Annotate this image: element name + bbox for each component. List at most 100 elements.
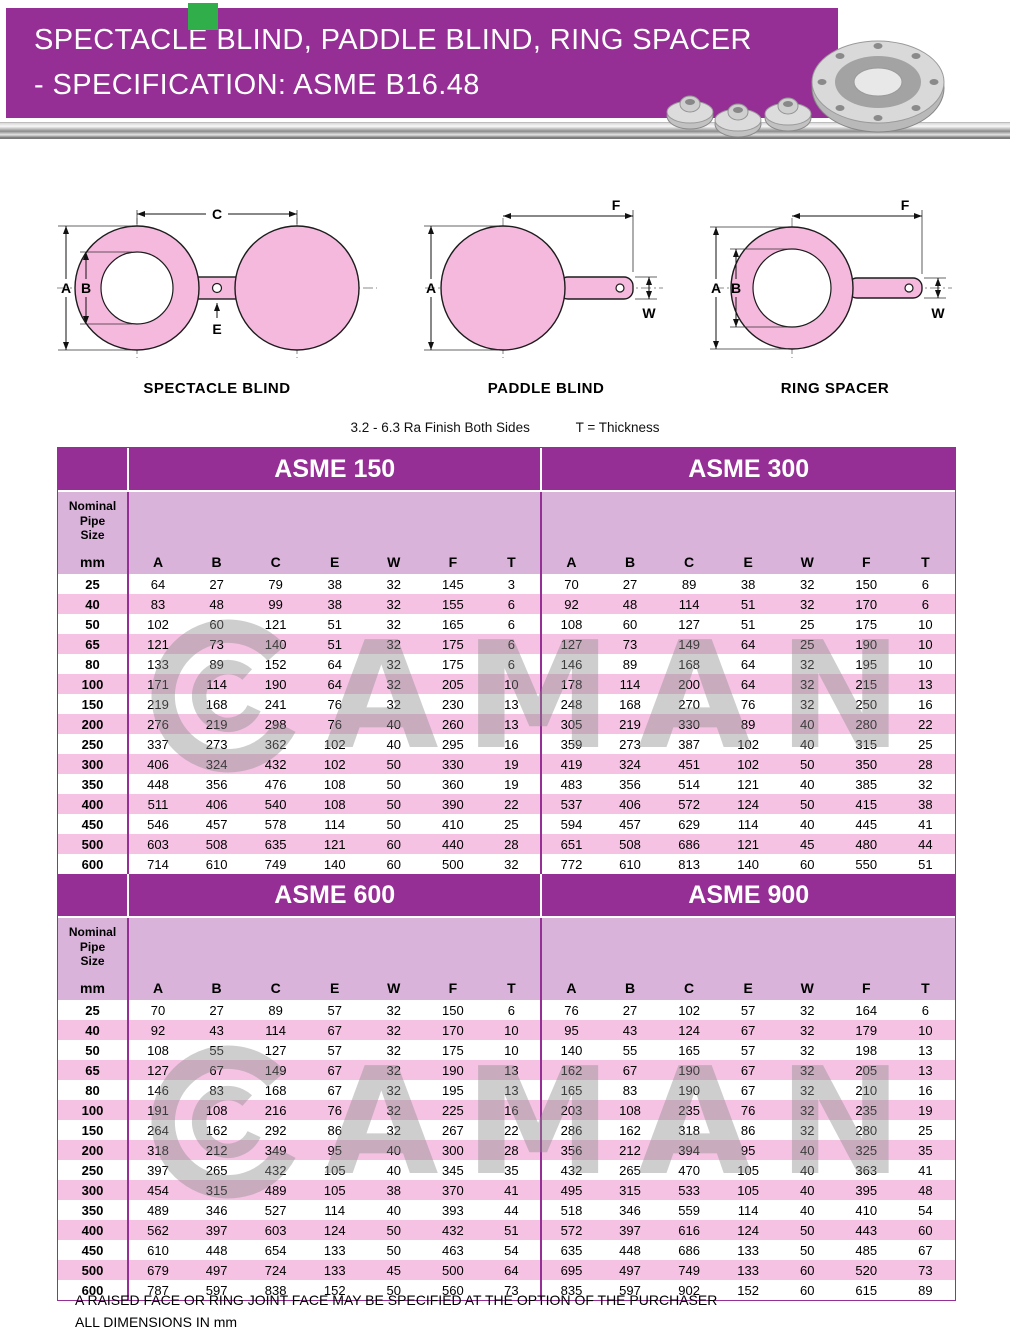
dim-value: 32 (799, 596, 815, 612)
small-flange (764, 97, 812, 132)
figures-row: C A B E SPECTACLE BLIND (42, 196, 970, 397)
table-row: 65 127 67 149 67 32 190 13 162 67 190 67 32 205 13 (58, 1060, 955, 1080)
header-spacer (540, 491, 955, 550)
dim-value: 92 (126, 1020, 188, 1040)
pipe-size-cell: 350 (58, 774, 129, 794)
table-row: 500 679 497 724 133 45 500 64 695 497 749 133 60 520 7… (58, 1260, 955, 1280)
dim-value: 57 (740, 1002, 756, 1018)
dim-value: 50 (386, 816, 402, 832)
figure-ring-spacer: F A B W RING SPACER (700, 196, 970, 397)
unit-header: mm (58, 976, 129, 1000)
spectacle-ring-bore (100, 251, 174, 325)
dim-value: 16 (918, 696, 933, 712)
dim-value: 38 (327, 576, 342, 592)
dim-value: 89 (209, 656, 224, 672)
pipe-size-cell: 40 (58, 594, 129, 614)
pipe-size-cell: 25 (58, 574, 129, 594)
dim-value: 191 (126, 1100, 188, 1120)
dim-value: 195 (855, 656, 878, 672)
dim-value: 40 (386, 1142, 402, 1158)
dim-value: 286 (540, 1120, 601, 1140)
dim-value: 346 (205, 1202, 228, 1218)
dim-value: 121 (737, 836, 759, 852)
dim-value: 140 (737, 856, 759, 872)
table-row: 200 318 212 349 95 40 300 28 356 212 394 95 40 325 35 (58, 1140, 955, 1160)
dim-value: 225 (441, 1102, 464, 1118)
dim-value: 32 (799, 676, 815, 692)
dim-label-e: E (212, 321, 221, 337)
footer-note1: A RAISED FACE OR RING JOINT FACE MAY BE … (75, 1292, 718, 1308)
footer-note2: ALL DIMENSIONS IN mm (75, 1314, 238, 1330)
dim-value: 406 (205, 796, 228, 812)
dim-value: 315 (855, 736, 878, 752)
dim-value: 350 (855, 756, 878, 772)
dim-value: 212 (619, 1142, 641, 1158)
dim-value: 10 (504, 676, 519, 692)
dim-label-c: C (212, 206, 222, 222)
pipe-size-cell: 65 (58, 634, 129, 654)
dim-value: 603 (264, 1222, 287, 1238)
dim-value: 190 (264, 676, 287, 692)
dim-value: 448 (619, 1242, 641, 1258)
dim-value: 724 (264, 1262, 287, 1278)
column-header-c: C (246, 976, 306, 1000)
dim-value: 406 (126, 754, 188, 774)
page-title-line2: - SPECIFICATION: ASME B16.48 (34, 69, 480, 101)
dim-value: 349 (264, 1142, 287, 1158)
dim-value: 457 (619, 816, 641, 832)
dim-value: 108 (540, 614, 601, 634)
dim-value: 32 (918, 776, 933, 792)
dim-value: 40 (386, 1162, 402, 1178)
header-spacer (128, 917, 542, 976)
table-row: 50 108 55 127 57 32 175 10 140 55 165 57 32 198 13 (58, 1040, 955, 1060)
dim-value: 25 (504, 816, 519, 832)
dim-value: 41 (918, 1162, 933, 1178)
dim-value: 463 (441, 1242, 464, 1258)
dim-value: 51 (327, 616, 342, 632)
pipe-size-cell: 300 (58, 754, 129, 774)
dim-value: 168 (619, 696, 641, 712)
spectacle-blank-disc (234, 225, 360, 351)
paddle-blind-drawing: F A W (424, 197, 663, 358)
column-header-a: A (540, 976, 601, 1000)
pipe-size-cell: 25 (58, 1000, 129, 1020)
dim-value: 27 (622, 576, 638, 592)
dim-value: 250 (855, 696, 878, 712)
dim-value: 537 (540, 794, 601, 814)
dim-value: 57 (740, 1042, 756, 1058)
pipe-size-cell: 65 (58, 1060, 129, 1080)
dim-value: 451 (678, 756, 700, 772)
small-flange (666, 95, 714, 130)
column-header-b: B (600, 976, 660, 1000)
dim-value: 89 (740, 716, 756, 732)
dim-label-b: B (81, 280, 91, 296)
dim-value: 146 (126, 1080, 188, 1100)
dim-value: 41 (918, 816, 933, 832)
dim-value: 114 (206, 676, 227, 692)
column-header-b: B (187, 976, 247, 1000)
pipe-size-cell: 250 (58, 1160, 129, 1180)
dim-value: 32 (386, 1042, 402, 1058)
dim-value: 527 (264, 1202, 287, 1218)
dim-value: 195 (441, 1082, 464, 1098)
dim-value: 330 (678, 716, 700, 732)
band-corner (58, 874, 128, 918)
table-row: 80 133 89 152 64 32 175 6 146 89 168 64 32 195 10 (58, 654, 955, 674)
dim-value: 787 (126, 1280, 188, 1300)
dim-value: 235 (855, 1102, 878, 1118)
dim-value: 32 (799, 696, 815, 712)
dim-value: 686 (678, 1242, 700, 1258)
dim-value: 280 (855, 716, 878, 732)
dim-value: 105 (737, 1182, 759, 1198)
dim-value: 64 (740, 656, 756, 672)
dim-value: 51 (740, 616, 756, 632)
dim-value: 92 (540, 594, 601, 614)
dim-value: 508 (205, 836, 228, 852)
dim-value: 13 (504, 1082, 519, 1098)
table-row: 500 603 508 635 121 60 440 28 651 508 686 121 45 480 4… (58, 834, 955, 854)
dim-value: 32 (799, 1062, 815, 1078)
dim-value: 60 (799, 856, 815, 872)
dim-value: 616 (678, 1222, 700, 1238)
dim-value: 99 (268, 596, 283, 612)
